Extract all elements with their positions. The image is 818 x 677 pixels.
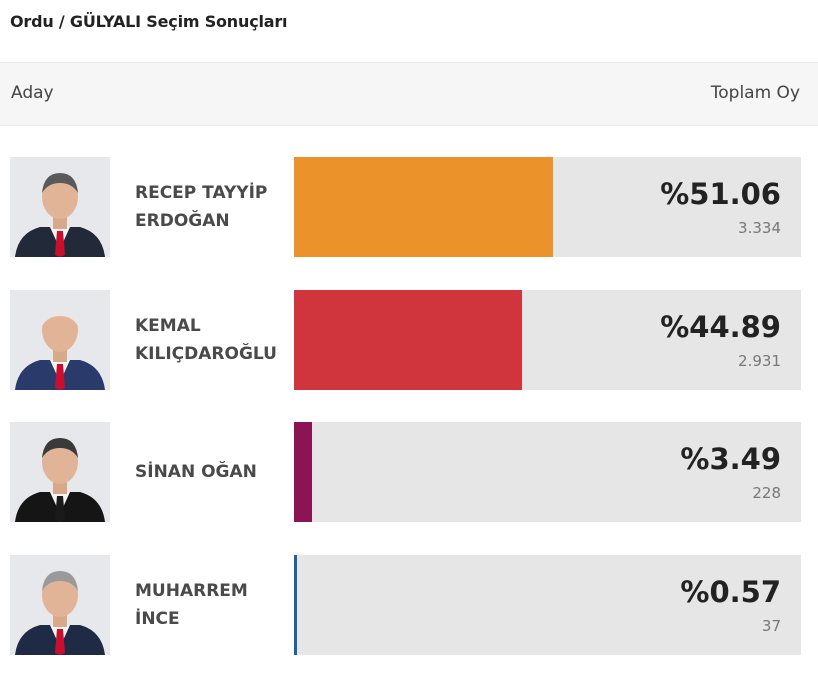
candidate-name: KEMAL KILIÇDAROĞLU (135, 316, 277, 364)
table-header: Aday Toplam Oy (0, 62, 818, 126)
candidate-photo-icon (10, 422, 110, 522)
vote-percentage: %44.89 (660, 310, 781, 344)
result-bar (294, 555, 297, 655)
result-bar (294, 422, 312, 522)
candidate-name: SİNAN OĞAN (135, 462, 257, 482)
result-bar-track: %51.06 3.334 (294, 157, 801, 257)
vote-count: 3.334 (738, 219, 781, 237)
vote-count: 37 (761, 617, 781, 635)
candidate-photo-icon (10, 555, 110, 655)
total-votes-column-header: Toplam Oy (710, 83, 800, 103)
vote-count: 2.931 (738, 352, 781, 370)
result-bar-track: %44.89 2.931 (294, 290, 801, 390)
candidate-row: RECEP TAYYİP ERDOĞAN %51.06 3.334 (0, 157, 818, 257)
avatar (10, 555, 110, 655)
candidate-name: MUHARREM İNCE (135, 581, 248, 629)
avatar (10, 290, 110, 390)
candidate-row: KEMAL KILIÇDAROĞLU %44.89 2.931 (0, 290, 818, 390)
result-bar-track: %3.49 228 (294, 422, 801, 522)
result-bar (294, 157, 553, 257)
page-title: Ordu / GÜLYALI Seçim Sonuçları (10, 12, 288, 31)
vote-percentage: %3.49 (680, 442, 781, 476)
vote-percentage: %51.06 (660, 177, 781, 211)
avatar (10, 422, 110, 522)
candidate-row: SİNAN OĞAN %3.49 228 (0, 422, 818, 522)
avatar (10, 157, 110, 257)
candidate-photo-icon (10, 290, 110, 390)
vote-count: 228 (752, 484, 781, 502)
result-bar (294, 290, 522, 390)
vote-percentage: %0.57 (680, 575, 781, 609)
result-bar-track: %0.57 37 (294, 555, 801, 655)
candidate-column-header: Aday (11, 83, 54, 103)
candidate-name: RECEP TAYYİP ERDOĞAN (135, 183, 268, 231)
candidate-row: MUHARREM İNCE %0.57 37 (0, 555, 818, 655)
candidate-photo-icon (10, 157, 110, 257)
